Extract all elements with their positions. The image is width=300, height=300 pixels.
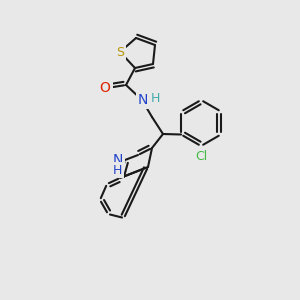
Text: Cl: Cl — [195, 149, 207, 163]
Text: S: S — [116, 46, 124, 59]
Text: N: N — [112, 153, 123, 167]
Text: O: O — [100, 81, 110, 95]
Text: H: H — [150, 92, 160, 106]
Text: N: N — [138, 93, 148, 107]
Text: H: H — [112, 164, 122, 176]
